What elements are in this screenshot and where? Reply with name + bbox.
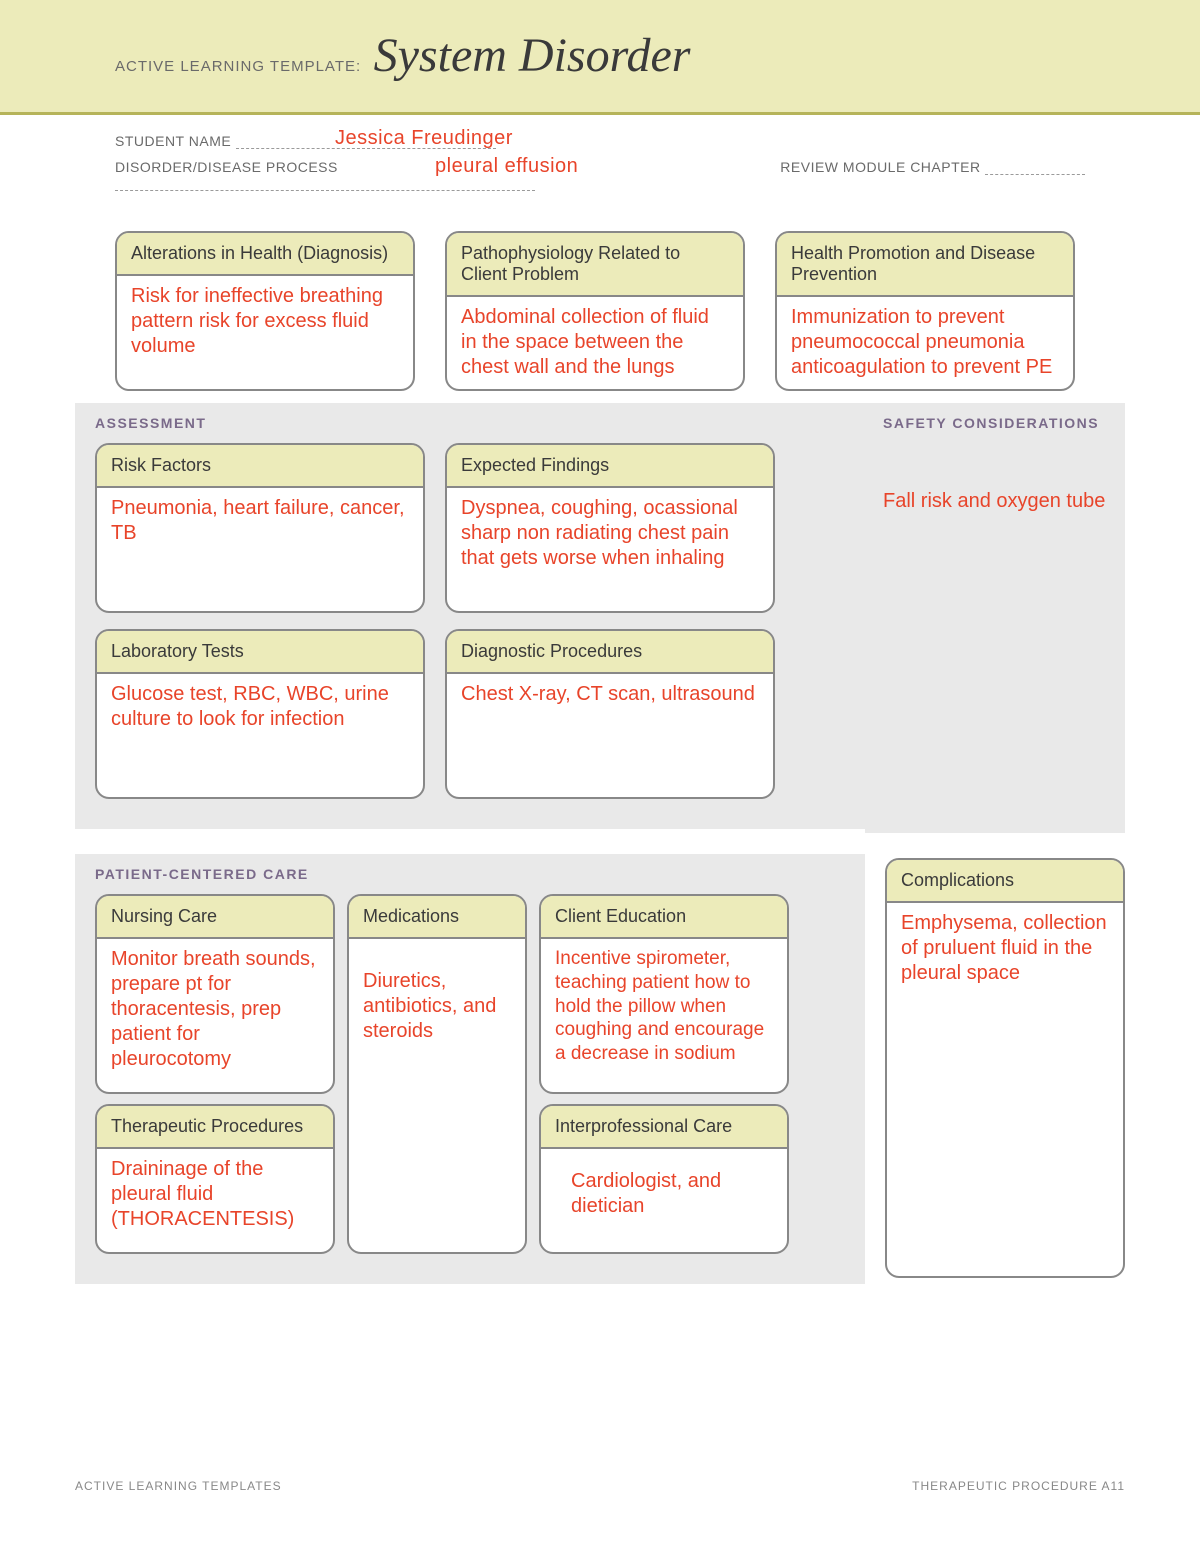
disorder-value: pleural effusion (435, 155, 578, 178)
header-title: System Disorder (374, 28, 691, 83)
box-header: Nursing Care (97, 896, 333, 939)
footer-right: THERAPEUTIC PROCEDURE A11 (912, 1479, 1125, 1493)
box-body: Diuretics, antibiotics, and steroids (349, 939, 525, 1252)
box-body: Dyspnea, coughing, ocassional sharp non … (447, 488, 773, 611)
box-expected-findings: Expected Findings Dyspnea, coughing, oca… (445, 443, 775, 613)
box-header: Pathophysiology Related to Client Proble… (447, 233, 743, 297)
box-client-education: Client Education Incentive spirometer, t… (539, 894, 789, 1094)
assessment-label: ASSESSMENT (95, 415, 845, 431)
box-body: Incentive spirometer, teaching patient h… (541, 939, 787, 1092)
box-header: Medications (349, 896, 525, 939)
header-bar: ACTIVE LEARNING TEMPLATE: System Disorde… (0, 0, 1200, 115)
box-header: Diagnostic Procedures (447, 631, 773, 674)
box-header: Interprofessional Care (541, 1106, 787, 1149)
box-body: Glucose test, RBC, WBC, urine culture to… (97, 674, 423, 797)
safety-body: Fall risk and oxygen tube (883, 443, 1107, 514)
footer-left: ACTIVE LEARNING TEMPLATES (75, 1479, 282, 1493)
chapter-label: REVIEW MODULE CHAPTER (780, 159, 980, 175)
header-label: ACTIVE LEARNING TEMPLATE: (115, 58, 361, 75)
safety-section: SAFETY CONSIDERATIONS Fall risk and oxyg… (865, 403, 1125, 833)
pcc-section: PATIENT-CENTERED CARE Nursing Care Monit… (75, 854, 865, 1284)
box-header: Therapeutic Procedures (97, 1106, 333, 1149)
box-therapeutic: Therapeutic Procedures Draininage of the… (95, 1104, 335, 1254)
info-block: STUDENT NAME Jessica Freudinger DISORDER… (0, 115, 1200, 191)
box-interprofessional: Interprofessional Care Cardiologist, and… (539, 1104, 789, 1254)
box-body: Risk for ineffective breathing pattern r… (117, 276, 413, 389)
box-health-promotion: Health Promotion and Disease Prevention … (775, 231, 1075, 391)
box-header: Risk Factors (97, 445, 423, 488)
assessment-section: ASSESSMENT Risk Factors Pneumonia, heart… (75, 403, 865, 829)
box-medications: Medications Diuretics, antibiotics, and … (347, 894, 527, 1254)
content: Alterations in Health (Diagnosis) Risk f… (0, 201, 1200, 1284)
pcc-label: PATIENT-CENTERED CARE (95, 866, 845, 882)
box-body: Draininage of the pleural fluid (THORACE… (97, 1149, 333, 1252)
box-body: Abdominal collection of fluid in the spa… (447, 297, 743, 391)
box-pathophysiology: Pathophysiology Related to Client Proble… (445, 231, 745, 391)
box-risk-factors: Risk Factors Pneumonia, heart failure, c… (95, 443, 425, 613)
footer: ACTIVE LEARNING TEMPLATES THERAPEUTIC PR… (75, 1479, 1125, 1493)
box-nursing-care: Nursing Care Monitor breath sounds, prep… (95, 894, 335, 1094)
box-alterations: Alterations in Health (Diagnosis) Risk f… (115, 231, 415, 391)
box-header: Client Education (541, 896, 787, 939)
box-body: Monitor breath sounds, prepare pt for th… (97, 939, 333, 1092)
disorder-label: DISORDER/DISEASE PROCESS (115, 159, 338, 175)
student-name-value: Jessica Freudinger (335, 127, 513, 150)
box-header: Expected Findings (447, 445, 773, 488)
box-body: Cardiologist, and dietician (541, 1149, 787, 1252)
top-row: Alterations in Health (Diagnosis) Risk f… (75, 231, 1125, 391)
box-body: Emphysema, collection of pruluent fluid … (887, 903, 1123, 1276)
box-body: Immunization to prevent pneumococcal pne… (777, 297, 1073, 391)
box-body: Chest X-ray, CT scan, ultrasound (447, 674, 773, 797)
box-complications: Complications Emphysema, collection of p… (885, 858, 1125, 1278)
box-body: Pneumonia, heart failure, cancer, TB (97, 488, 423, 611)
box-diagnostic: Diagnostic Procedures Chest X-ray, CT sc… (445, 629, 775, 799)
student-name-label: STUDENT NAME (115, 133, 231, 149)
box-header: Health Promotion and Disease Prevention (777, 233, 1073, 297)
safety-label: SAFETY CONSIDERATIONS (883, 415, 1107, 431)
box-lab-tests: Laboratory Tests Glucose test, RBC, WBC,… (95, 629, 425, 799)
box-header: Complications (887, 860, 1123, 903)
box-header: Alterations in Health (Diagnosis) (117, 233, 413, 276)
box-header: Laboratory Tests (97, 631, 423, 674)
